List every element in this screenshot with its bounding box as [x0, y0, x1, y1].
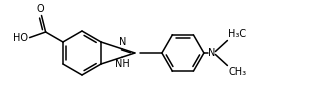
Text: N: N — [119, 37, 126, 47]
Text: O: O — [37, 4, 44, 14]
Text: N: N — [208, 48, 216, 58]
Text: NH: NH — [115, 59, 130, 69]
Text: HO: HO — [13, 33, 28, 43]
Text: H₃C: H₃C — [228, 29, 247, 39]
Text: CH₃: CH₃ — [228, 67, 247, 77]
